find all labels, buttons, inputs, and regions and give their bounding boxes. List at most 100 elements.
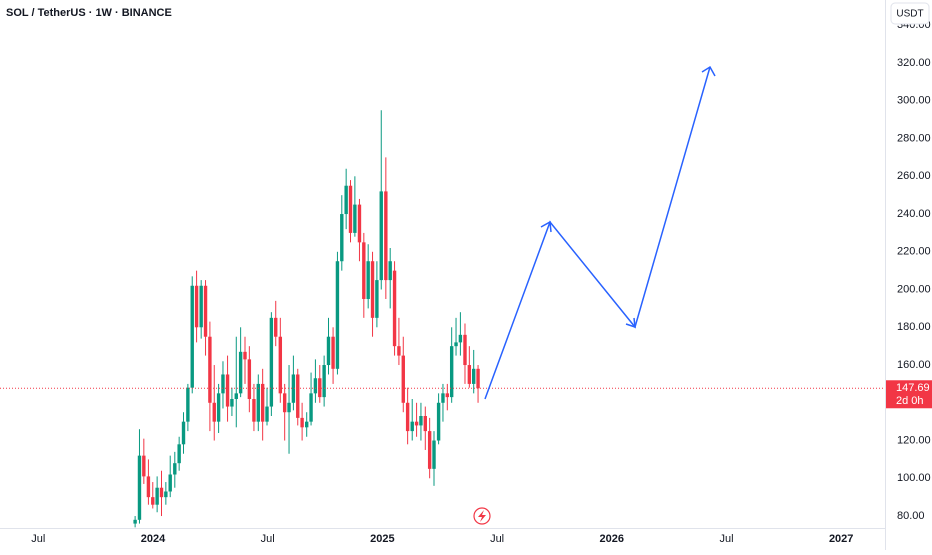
currency-button[interactable] <box>890 2 930 25</box>
candle-body <box>133 519 137 524</box>
x-tick-label: Jul <box>31 533 45 545</box>
candle-body <box>238 351 243 394</box>
candle-body <box>463 334 467 366</box>
plot-area <box>0 110 885 528</box>
x-tick-label: Jul <box>261 533 275 545</box>
candle-body <box>397 346 401 356</box>
x-tick-label: 2027 <box>829 533 853 545</box>
candle-body <box>436 402 441 441</box>
candle-body <box>353 204 357 233</box>
axes: 80.00100.00120.00140.00160.00180.00200.0… <box>31 19 932 545</box>
candle-body <box>388 261 392 281</box>
candle-body <box>146 476 151 498</box>
candle-body <box>362 242 366 299</box>
candle-body <box>326 336 331 366</box>
candle-body <box>208 336 212 403</box>
candle-body <box>370 261 375 318</box>
candle-body <box>449 346 454 398</box>
logo-icon <box>473 507 491 525</box>
candle-body <box>181 421 186 445</box>
y-tick-label: 260.00 <box>897 170 931 182</box>
y-tick-label: 240.00 <box>897 208 931 220</box>
candle-body <box>340 214 344 262</box>
candle-body <box>304 421 309 428</box>
logo-bolt <box>478 510 486 522</box>
candle-body <box>401 355 405 403</box>
candle-body <box>256 383 260 422</box>
candle-body <box>423 415 427 432</box>
candle-body <box>287 402 291 413</box>
currency-label[interactable]: USDT <box>896 9 923 20</box>
projection-drawing <box>484 65 716 400</box>
y-tick-label: 100.00 <box>897 472 931 484</box>
arrow-head <box>701 65 716 77</box>
candle-body <box>260 383 265 422</box>
candle-body <box>318 378 322 398</box>
candle-body <box>234 393 238 400</box>
y-tick-label: 120.00 <box>897 434 931 446</box>
x-tick-label: 2026 <box>600 533 624 545</box>
candle-body <box>159 487 164 498</box>
candle-body <box>137 455 142 520</box>
candle-body <box>216 393 221 422</box>
last-price-label: 147.69 <box>896 382 930 394</box>
candle-body <box>445 393 450 398</box>
y-tick-label: 320.00 <box>897 57 931 69</box>
candle-body <box>252 399 256 422</box>
candle-body <box>230 399 234 407</box>
last-price-box <box>886 380 932 409</box>
candle-body <box>348 185 353 233</box>
candle-body <box>142 455 146 477</box>
y-tick-label: 160.00 <box>897 359 931 371</box>
candle-body <box>282 393 287 413</box>
candle-body <box>384 191 388 281</box>
x-tick-label: Jul <box>719 533 733 545</box>
x-tick-label: 2025 <box>370 533 394 545</box>
arrow-head <box>540 220 552 233</box>
candle-body <box>177 444 181 464</box>
candle-body <box>414 421 419 426</box>
candle-body <box>441 393 445 403</box>
projection-path <box>484 66 711 400</box>
candle-body <box>265 406 269 422</box>
candle-body <box>471 368 476 384</box>
candle-body <box>335 261 340 369</box>
candle-body <box>199 285 203 328</box>
candle-body <box>225 374 230 407</box>
candle-body <box>155 487 159 505</box>
y-tick-label: 220.00 <box>897 246 931 258</box>
candle-body <box>151 497 155 505</box>
candle-body <box>247 359 252 400</box>
candle-body <box>366 261 370 299</box>
candle-body <box>190 285 194 388</box>
y-tick-label: 80.00 <box>897 510 925 522</box>
candle-body <box>296 374 300 418</box>
candle-body <box>168 474 172 492</box>
y-tick-label: 200.00 <box>897 283 931 295</box>
candle-body <box>344 185 348 215</box>
candle-body <box>173 463 177 475</box>
candle-body <box>194 285 199 328</box>
candle-body <box>375 280 379 318</box>
candle-body <box>405 402 410 432</box>
candle-body <box>164 491 168 498</box>
candle-body <box>432 440 436 469</box>
candle-body <box>309 393 313 422</box>
candle-body <box>476 368 480 389</box>
candle-body <box>392 270 397 347</box>
candle-body <box>203 285 208 337</box>
candle-body <box>269 317 274 407</box>
candle-body <box>313 378 318 394</box>
candle-body <box>419 415 423 426</box>
candle-body <box>427 431 432 469</box>
candle-body <box>322 365 326 398</box>
candle-body <box>291 374 296 403</box>
candle-body <box>212 402 216 422</box>
x-tick-label: 2024 <box>141 533 166 545</box>
candle-body <box>221 374 225 394</box>
candle-body <box>410 421 414 432</box>
x-tick-label: Jul <box>490 533 504 545</box>
candle-body <box>300 417 304 428</box>
